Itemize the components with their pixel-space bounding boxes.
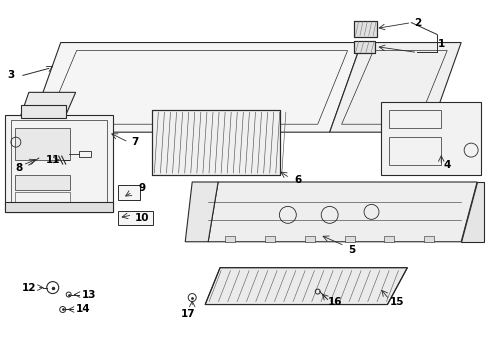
Bar [305,236,315,242]
Polygon shape [208,182,477,242]
Text: 3: 3 [7,71,15,80]
Bar [390,110,441,128]
Polygon shape [354,41,375,54]
Text: 13: 13 [81,289,96,300]
Bar [424,236,434,242]
Polygon shape [461,182,484,242]
Text: 2: 2 [414,18,421,28]
Text: 4: 4 [443,160,451,170]
Polygon shape [382,102,481,175]
Polygon shape [21,105,66,118]
Bar [265,236,275,242]
Text: 9: 9 [139,183,146,193]
Bar [78,151,91,157]
Text: 6: 6 [294,175,301,185]
Text: 5: 5 [348,245,355,255]
Polygon shape [5,115,113,212]
Polygon shape [330,42,461,132]
Text: 10: 10 [135,213,149,223]
Text: 14: 14 [75,305,90,315]
Polygon shape [185,182,218,242]
Polygon shape [354,21,377,37]
Text: 12: 12 [22,283,36,293]
Bar [15,128,70,160]
Bar [390,137,441,165]
Text: 8: 8 [15,163,23,173]
Polygon shape [205,268,407,305]
Text: 15: 15 [390,297,405,306]
Text: 1: 1 [438,39,445,49]
Polygon shape [21,92,75,115]
Text: 11: 11 [46,155,60,165]
Polygon shape [29,42,362,132]
Bar [385,236,394,242]
Bar [15,175,70,190]
Bar [225,236,235,242]
Bar [344,236,355,242]
Polygon shape [152,110,280,175]
Bar [119,185,141,200]
Text: 16: 16 [327,297,342,306]
Text: 17: 17 [181,310,196,319]
Polygon shape [5,202,113,212]
Bar [15,192,70,202]
Bar [119,211,153,225]
Text: 7: 7 [132,137,139,147]
